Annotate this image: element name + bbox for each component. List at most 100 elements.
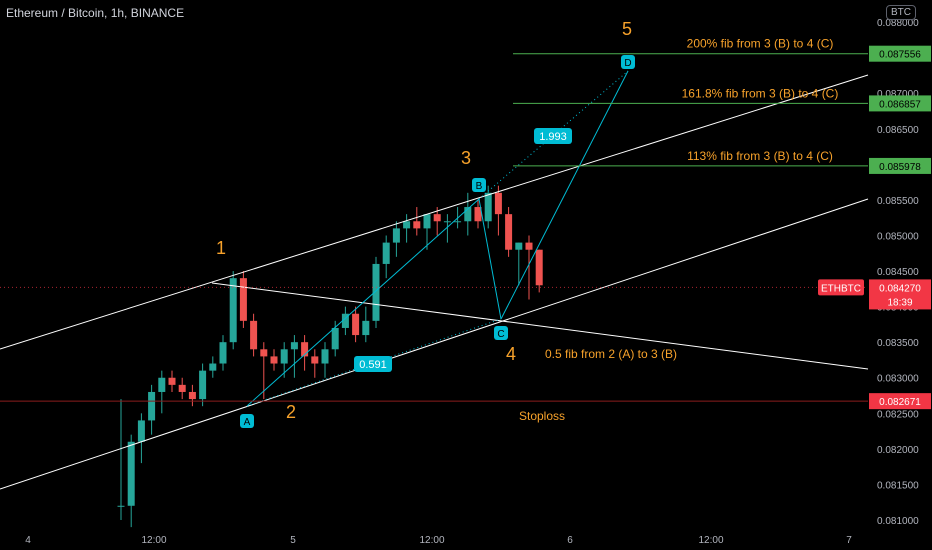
candle-body xyxy=(331,327,339,350)
price-tick-label: 0.083000 xyxy=(877,374,919,385)
price-tick-label: 0.083500 xyxy=(877,338,919,349)
fib-label: 113% fib from 3 (B) to 4 (C) xyxy=(687,149,833,163)
stoploss-price-badge-text: 0.082671 xyxy=(879,397,921,408)
channel-upper-line xyxy=(0,74,869,350)
candle-body xyxy=(535,249,543,286)
fib-price-badge-text: 0.086857 xyxy=(879,99,921,110)
stoploss-price-badge xyxy=(869,393,931,410)
pattern-point-label: A xyxy=(244,417,251,428)
candle-body xyxy=(515,242,523,250)
channel-lower-line xyxy=(0,198,869,490)
wave-label: 5 xyxy=(622,19,632,39)
stoploss-label: Stoploss xyxy=(519,409,565,423)
candle-body xyxy=(505,214,513,250)
pattern-point-label: C xyxy=(497,329,504,340)
pattern-point-marker xyxy=(621,55,635,69)
candle-body xyxy=(178,384,186,392)
price-tick-label: 0.088000 xyxy=(877,18,919,29)
fib-label: 200% fib from 3 (B) to 4 (C) xyxy=(687,37,834,51)
wave-label: 2 xyxy=(286,402,296,422)
ratio-badge xyxy=(354,356,392,372)
pattern-point-marker xyxy=(494,326,508,340)
candle-body xyxy=(290,342,298,350)
current-price-badge xyxy=(869,279,931,310)
candle-body xyxy=(239,278,247,321)
candle-body xyxy=(341,313,349,328)
candle-body xyxy=(250,320,258,350)
currency-badge[interactable]: BTC xyxy=(886,5,916,20)
candle-body xyxy=(311,356,319,364)
candle-body xyxy=(413,221,421,229)
price-tick-label: 0.082000 xyxy=(877,445,919,456)
candle-body xyxy=(372,263,380,321)
pattern-leg-cd xyxy=(500,70,629,320)
candle-body xyxy=(280,349,288,364)
price-tick-label: 0.087000 xyxy=(877,89,919,100)
ratio-badge-text: 0.591 xyxy=(359,359,387,371)
candle-body xyxy=(219,342,227,364)
ratio-badge xyxy=(534,128,572,144)
price-tick-label: 0.081000 xyxy=(877,516,919,527)
candle-body xyxy=(117,505,125,507)
candle-body xyxy=(443,221,451,223)
fib-label: 161.8% fib from 3 (B) to 4 (C) xyxy=(682,86,839,100)
countdown-text: 18:39 xyxy=(887,297,912,308)
candle-body xyxy=(127,441,135,506)
candle-body xyxy=(423,214,431,229)
fib-price-badge xyxy=(869,95,931,112)
time-tick-label: 5 xyxy=(290,535,296,546)
candle-body xyxy=(158,377,166,392)
candle-body xyxy=(433,214,441,222)
retracement-note: 0.5 fib from 2 (A) to 3 (B) xyxy=(545,347,677,361)
wave-label: 1 xyxy=(216,238,226,258)
candle-body xyxy=(209,363,217,371)
current-price-text: 0.084270 xyxy=(879,283,921,294)
time-tick-label: 7 xyxy=(846,535,852,546)
fib-price-badge xyxy=(869,157,931,174)
candle-body xyxy=(352,313,360,336)
candle-body xyxy=(301,342,309,357)
candle-body xyxy=(494,192,502,215)
candle-body xyxy=(229,278,237,343)
candle-body xyxy=(454,221,462,223)
pattern-point-label: B xyxy=(476,181,483,192)
candle-body xyxy=(525,242,533,250)
candle-body xyxy=(260,349,268,357)
candle-body xyxy=(392,228,400,243)
price-tick-label: 0.085500 xyxy=(877,196,919,207)
wave-label: 4 xyxy=(506,344,516,364)
pattern-point-marker xyxy=(472,178,486,192)
pattern-point-marker xyxy=(240,414,254,428)
pattern-diagonal-ac xyxy=(246,318,502,407)
pattern-leg-bc xyxy=(478,198,502,320)
price-tick-label: 0.084500 xyxy=(877,267,919,278)
candle-body xyxy=(464,207,472,222)
candle-body xyxy=(321,349,329,364)
candle-body xyxy=(137,420,145,442)
price-tick-label: 0.081500 xyxy=(877,480,919,491)
candle-body xyxy=(199,370,207,400)
candle-body xyxy=(270,356,278,364)
symbol-badge xyxy=(818,279,864,296)
candle-body xyxy=(474,207,482,222)
price-tick-label: 0.082500 xyxy=(877,409,919,420)
wave-label: 3 xyxy=(461,148,471,168)
price-tick-label: 0.086500 xyxy=(877,125,919,136)
symbol-badge-text: ETHBTC xyxy=(821,283,861,294)
candle-body xyxy=(148,391,156,421)
time-tick-label: 12:00 xyxy=(141,535,166,546)
fib-price-badge-text: 0.085978 xyxy=(879,162,921,173)
time-tick-label: 12:00 xyxy=(419,535,444,546)
ratio-badge-text: 1.993 xyxy=(539,131,567,143)
candle-body xyxy=(403,221,411,229)
pattern-point-label: D xyxy=(624,58,631,69)
fib-price-badge-text: 0.087556 xyxy=(879,50,921,61)
price-tick-label: 0.085000 xyxy=(877,231,919,242)
wave1-descending-line xyxy=(211,282,869,370)
candle-body xyxy=(188,391,196,400)
time-tick-label: 4 xyxy=(25,535,31,546)
time-tick-label: 6 xyxy=(567,535,573,546)
fib-price-badge xyxy=(869,45,931,62)
